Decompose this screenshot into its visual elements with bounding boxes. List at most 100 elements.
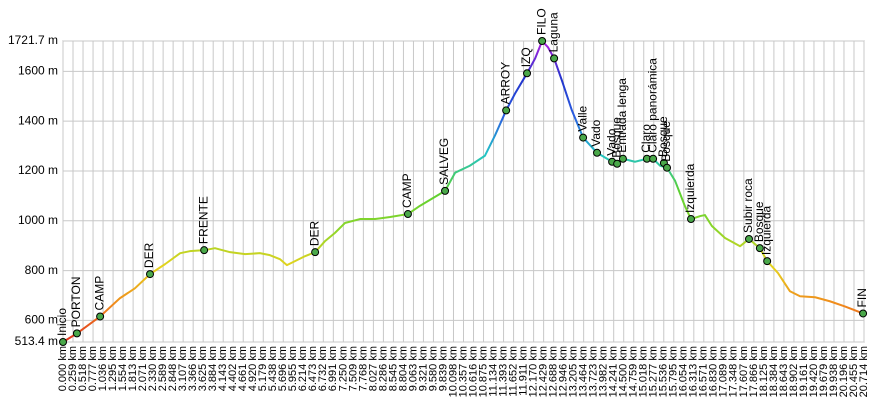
x-tick-label: 15.018 km — [638, 346, 650, 397]
waypoint-label: DER — [307, 221, 321, 247]
x-tick-label: 1.554 km — [117, 346, 129, 391]
waypoint-label: CAMP — [400, 173, 414, 208]
x-tick-label: 2.589 km — [157, 346, 169, 391]
x-tick-label: 12.946 km — [558, 346, 570, 397]
waypoint — [441, 186, 450, 195]
x-tick-label: 17.866 km — [748, 346, 760, 397]
elevation-line — [62, 40, 864, 343]
waypoint-label: Bosque — [656, 116, 670, 157]
x-tick-label: 9.063 km — [407, 346, 419, 391]
y-tick-label: 513.4 m — [15, 334, 58, 348]
y-tick-label: 800 m — [25, 263, 58, 277]
x-tick-label: 5.438 km — [267, 346, 279, 391]
x-tick-label: 15.536 km — [658, 346, 670, 397]
x-tick-label: 4.661 km — [237, 346, 249, 391]
x-tick-label: 6.991 km — [327, 346, 339, 391]
waypoint — [579, 133, 588, 142]
x-tick-label: 12.688 km — [548, 346, 560, 397]
x-tick-label: 11.393 km — [497, 346, 509, 397]
x-tick-label: 17.607 km — [738, 346, 750, 397]
waypoint-label: Vado — [589, 119, 603, 146]
waypoint-label: Laguna — [546, 12, 560, 52]
x-tick-label: 19.161 km — [798, 346, 810, 397]
waypoint-label: CAMP — [92, 276, 106, 311]
x-tick-label: 1.295 km — [107, 346, 119, 391]
y-tick-label: 1000 m — [18, 213, 58, 227]
x-tick-label: 18.643 km — [778, 346, 790, 397]
x-tick-label: 7.509 km — [347, 346, 359, 391]
x-tick-label: 13.464 km — [578, 346, 590, 397]
x-tick-label: 6.732 km — [317, 346, 329, 391]
waypoint — [649, 154, 658, 163]
waypoint — [523, 69, 532, 78]
x-tick-label: 8.804 km — [397, 346, 409, 391]
x-tick-label: 0.777 km — [87, 346, 99, 391]
x-tick-label: 19.679 km — [818, 346, 830, 397]
x-tick-label: 13.982 km — [598, 346, 610, 397]
x-tick-label: 9.839 km — [437, 346, 449, 391]
x-tick-label: 4.402 km — [227, 346, 239, 391]
x-tick-label: 20.714 km — [858, 346, 870, 397]
waypoint-label: Claro panorámica — [645, 58, 659, 153]
x-tick-label: 0.518 km — [77, 346, 89, 391]
waypoint-label: Bosque — [609, 117, 623, 158]
waypoint-label: DER — [142, 242, 156, 268]
x-tick-label: 1.036 km — [97, 346, 109, 391]
waypoint — [59, 338, 67, 346]
x-tick-label: 13.205 km — [568, 346, 580, 397]
waypoint — [686, 215, 695, 224]
waypoint — [502, 106, 511, 115]
x-tick-label: 20.196 km — [838, 346, 850, 397]
x-tick-label: 5.955 km — [287, 346, 299, 391]
x-tick-label: 5.696 km — [277, 346, 289, 391]
waypoint — [763, 257, 772, 266]
x-tick-label: 6.473 km — [307, 346, 319, 391]
x-tick-label: 8.545 km — [387, 346, 399, 391]
waypoint-label: Valle — [575, 105, 589, 131]
waypoint-label: Izquierda — [759, 205, 773, 255]
waypoint-label: FIN — [855, 288, 869, 307]
waypoint-label: FRENTE — [196, 196, 210, 244]
x-tick-label: 19.938 km — [828, 346, 840, 397]
waypoint-label: Claro — [639, 124, 653, 153]
x-tick-label: 7.768 km — [357, 346, 369, 391]
x-tick-label: 10.098 km — [447, 346, 459, 397]
x-tick-label: 15.277 km — [648, 346, 660, 397]
x-tick-label: 10.616 km — [467, 346, 479, 397]
x-tick-label: 18.125 km — [758, 346, 770, 397]
waypoint — [403, 210, 412, 219]
waypoint — [96, 312, 105, 321]
x-tick-label: 19.420 km — [808, 346, 820, 397]
waypoint-label: IZQ — [519, 47, 533, 67]
waypoint — [311, 248, 320, 257]
waypoint — [200, 246, 209, 255]
x-tick-label: 3.884 km — [207, 346, 219, 391]
x-tick-label: 11.911 km — [517, 346, 529, 396]
x-tick-label: 18.384 km — [768, 346, 780, 397]
x-tick-label: 3.366 km — [187, 346, 199, 391]
x-tick-label: 3.625 km — [197, 346, 209, 391]
x-tick-label: 6.214 km — [297, 346, 309, 391]
x-tick-label: 12.429 km — [538, 346, 550, 397]
x-tick-label: 7.250 km — [337, 346, 349, 391]
x-tick-label: 3.107 km — [177, 346, 189, 391]
waypoint — [618, 154, 627, 163]
waypoint — [744, 234, 753, 243]
y-tick-label: 1721.7 m — [8, 33, 58, 47]
x-tick-label: 14.241 km — [608, 346, 620, 397]
x-tick-label: 9.321 km — [417, 346, 429, 391]
x-tick-label: 10.357 km — [457, 346, 469, 397]
x-tick-label: 11.652 km — [507, 346, 519, 397]
x-tick-label: 16.313 km — [688, 346, 700, 397]
x-tick-label: 17.089 km — [718, 346, 730, 397]
x-tick-label: 2.848 km — [167, 346, 179, 391]
waypoint — [72, 329, 81, 338]
x-tick-label: 16.571 km — [698, 346, 710, 397]
x-tick-label: 17.348 km — [728, 346, 740, 397]
waypoint-label: Bosque — [752, 201, 766, 242]
waypoint — [663, 163, 672, 172]
waypoint — [550, 54, 559, 63]
waypoint — [755, 244, 764, 253]
y-tick-label: 1400 m — [18, 113, 58, 127]
